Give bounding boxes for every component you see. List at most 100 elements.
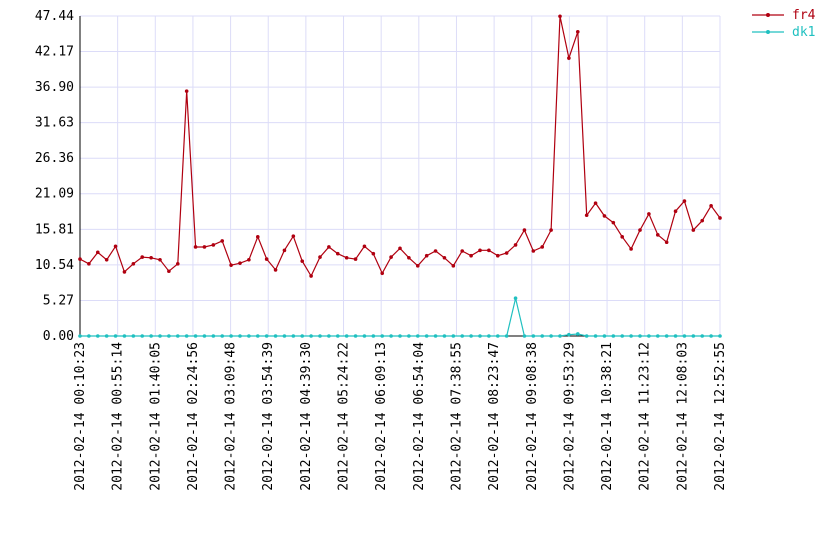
data-point bbox=[131, 334, 136, 338]
data-point bbox=[424, 334, 429, 338]
data-point bbox=[247, 334, 251, 338]
data-point bbox=[273, 334, 278, 338]
data-point bbox=[673, 334, 678, 338]
data-point bbox=[193, 334, 198, 338]
data-point bbox=[344, 255, 349, 260]
x-tick-label: 2012-02-14 05:24:22 bbox=[337, 342, 352, 491]
x-tick-label: 2012-02-14 09:08:38 bbox=[525, 342, 540, 491]
x-tick-label: 2012-02-14 01:40:05 bbox=[148, 342, 163, 491]
data-point bbox=[549, 334, 553, 338]
y-tick-label: 15.81 bbox=[35, 222, 74, 237]
data-point bbox=[433, 249, 438, 253]
data-point bbox=[238, 261, 242, 265]
y-tick-label: 21.09 bbox=[35, 187, 74, 202]
data-point bbox=[282, 334, 287, 338]
data-point bbox=[691, 228, 696, 232]
data-point bbox=[442, 334, 447, 338]
data-point bbox=[78, 257, 82, 261]
data-point bbox=[638, 228, 642, 232]
data-point bbox=[327, 245, 331, 249]
data-point bbox=[238, 334, 242, 338]
data-point bbox=[104, 334, 109, 338]
data-point bbox=[113, 334, 118, 338]
data-point bbox=[602, 214, 607, 218]
data-point bbox=[149, 255, 153, 260]
x-tick-label: 2012-02-14 12:08:03 bbox=[675, 342, 690, 491]
data-point bbox=[167, 269, 171, 274]
data-point bbox=[718, 216, 722, 220]
data-point bbox=[584, 334, 589, 338]
data-point bbox=[149, 334, 153, 338]
data-point bbox=[264, 257, 269, 261]
data-point bbox=[300, 334, 305, 338]
data-point bbox=[247, 257, 251, 262]
data-point bbox=[78, 334, 82, 338]
data-point bbox=[220, 334, 225, 338]
data-point bbox=[131, 262, 136, 266]
data-point bbox=[415, 334, 420, 338]
data-point bbox=[398, 246, 402, 251]
data-point bbox=[424, 253, 429, 258]
data-point bbox=[638, 334, 642, 338]
data-point bbox=[264, 334, 269, 338]
data-point bbox=[122, 334, 127, 338]
data-point bbox=[158, 334, 162, 338]
data-point bbox=[629, 334, 633, 338]
data-point bbox=[531, 249, 536, 253]
data-point bbox=[344, 334, 349, 338]
data-point bbox=[647, 212, 651, 216]
data-point bbox=[291, 334, 296, 338]
data-point bbox=[611, 220, 616, 225]
data-point bbox=[682, 334, 687, 338]
data-point bbox=[567, 56, 571, 60]
data-point bbox=[593, 201, 598, 205]
data-point bbox=[202, 334, 207, 338]
x-tick-label: 2012-02-14 11:23:12 bbox=[638, 342, 653, 491]
data-point bbox=[478, 334, 482, 338]
data-point bbox=[309, 274, 313, 278]
data-point bbox=[398, 334, 402, 338]
data-point bbox=[255, 334, 260, 338]
data-point bbox=[371, 251, 376, 256]
data-point bbox=[380, 334, 385, 338]
data-point bbox=[407, 334, 411, 338]
data-point bbox=[540, 334, 545, 338]
data-point bbox=[469, 253, 473, 258]
data-point bbox=[193, 245, 198, 249]
legend-label: dk1 bbox=[792, 25, 815, 40]
data-point bbox=[95, 250, 100, 255]
data-point bbox=[691, 334, 696, 338]
data-point bbox=[655, 233, 660, 237]
data-point bbox=[451, 264, 456, 268]
data-point bbox=[709, 334, 713, 338]
data-point bbox=[282, 248, 287, 253]
data-point bbox=[229, 263, 233, 267]
data-point bbox=[522, 334, 527, 338]
x-tick-label: 2012-02-14 04:39:30 bbox=[299, 342, 314, 491]
data-point bbox=[700, 218, 705, 223]
data-point bbox=[167, 334, 171, 338]
data-point bbox=[558, 14, 562, 19]
data-point bbox=[460, 334, 465, 338]
data-point bbox=[353, 257, 358, 261]
data-point bbox=[362, 244, 367, 249]
x-tick-label: 2012-02-14 02:24:56 bbox=[186, 342, 201, 491]
series-line bbox=[80, 298, 720, 337]
data-point bbox=[584, 213, 589, 218]
data-point bbox=[558, 334, 562, 338]
data-point bbox=[140, 334, 145, 338]
x-tick-label: 2012-02-14 12:52:55 bbox=[713, 342, 728, 491]
data-point bbox=[673, 209, 678, 214]
x-tick-label: 2012-02-14 06:54:04 bbox=[412, 342, 427, 491]
data-point bbox=[335, 334, 340, 338]
data-point bbox=[175, 334, 180, 338]
data-point bbox=[451, 334, 456, 338]
data-point bbox=[140, 255, 145, 259]
data-point bbox=[647, 334, 651, 338]
y-tick-label: 47.44 bbox=[35, 9, 74, 24]
y-tick-label: 26.36 bbox=[35, 151, 74, 166]
data-point bbox=[300, 259, 305, 263]
y-tick-label: 36.90 bbox=[35, 80, 74, 95]
data-point bbox=[549, 228, 553, 232]
data-point bbox=[158, 257, 162, 262]
